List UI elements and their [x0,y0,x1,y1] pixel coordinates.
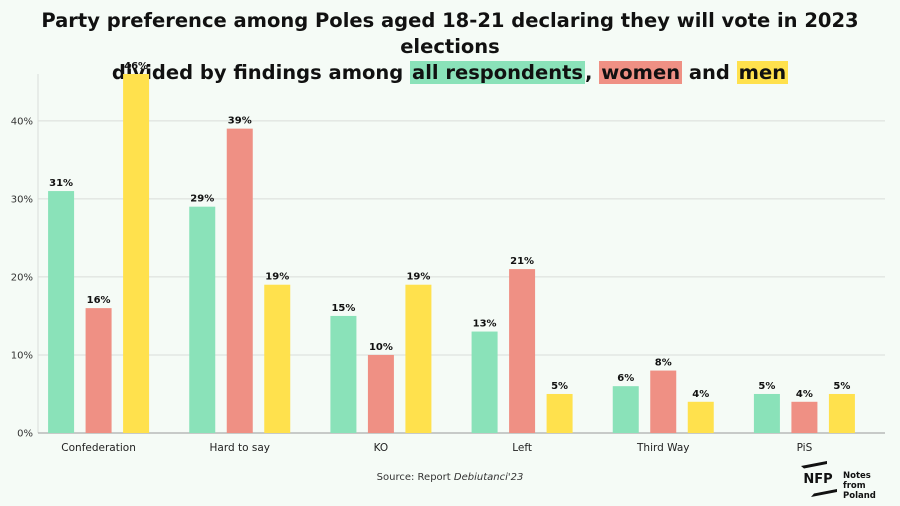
x-tick-label: Left [512,442,532,454]
bar-all [471,331,498,433]
logo-text-line-2: Poland [843,491,876,501]
data-label: 6% [617,373,634,384]
source-prefix: Source: Report [376,472,454,483]
logo-text-line-1: Notes from [843,471,871,491]
logo-mark-text: NFP [803,472,832,487]
data-label: 29% [190,194,214,205]
legend-men: men [736,61,789,84]
y-tick-label: 10% [11,350,33,361]
bar-all [330,315,357,433]
data-label: 19% [406,272,430,283]
logo-text: Notes from Poland [843,471,893,501]
bar-men [123,74,150,433]
bar-women [226,128,253,433]
title-line-2: divided by findings among all respondent… [0,60,900,86]
bar-men [405,284,432,433]
y-tick-label: 20% [11,272,33,283]
title-separator-2: and [682,61,737,84]
data-label: 15% [331,303,355,314]
data-label: 10% [369,342,393,353]
title-line-1: Party preference among Poles aged 18-21 … [41,9,859,58]
data-label: 19% [265,272,289,283]
bar-men [828,393,855,433]
nfp-logo-mark: NFP [801,461,837,497]
data-label: 13% [473,319,497,330]
x-tick-label: PiS [797,442,813,454]
x-tick-label: Confederation [61,442,136,454]
bar-women [85,308,112,433]
y-tick-label: 0% [17,429,33,440]
x-tick-label: Hard to say [210,442,270,454]
y-tick-label: 30% [11,194,33,205]
bar-all [48,191,75,433]
bar-men [546,393,573,433]
x-tick-label: KO [374,442,389,454]
bar-women [367,354,394,433]
legend-women: women [599,61,683,84]
bar-men [264,284,291,433]
title-line-2-prefix: divided by findings among [111,61,411,84]
data-label: 39% [228,116,252,127]
y-tick-label: 40% [11,116,33,127]
data-label: 16% [87,295,111,306]
legend-all-respondents: all respondents [410,61,586,84]
bar-men [687,401,714,433]
chart-title: Party preference among Poles aged 18-21 … [0,8,900,86]
data-label: 31% [49,178,73,189]
bar-women [509,269,536,433]
source-note: Source: Report Debiutanci'23 [0,472,900,483]
data-label: 4% [692,389,709,400]
x-tick-label: Third Way [636,442,689,454]
title-separator-1: , [585,61,600,84]
bar-women [650,370,677,433]
source-report-name: Debiutanci'23 [453,472,524,483]
data-label: 8% [655,358,672,369]
notes-from-poland-logo: NFP Notes from Poland [797,459,893,501]
data-label: 5% [551,381,568,392]
bar-all [753,393,780,433]
data-label: 21% [510,256,534,267]
data-label: 46% [124,61,148,72]
data-label: 4% [796,389,813,400]
bar-all [189,206,216,433]
data-label: 5% [833,381,850,392]
data-label: 5% [758,381,775,392]
bar-all [612,386,639,433]
bar-women [791,401,818,433]
